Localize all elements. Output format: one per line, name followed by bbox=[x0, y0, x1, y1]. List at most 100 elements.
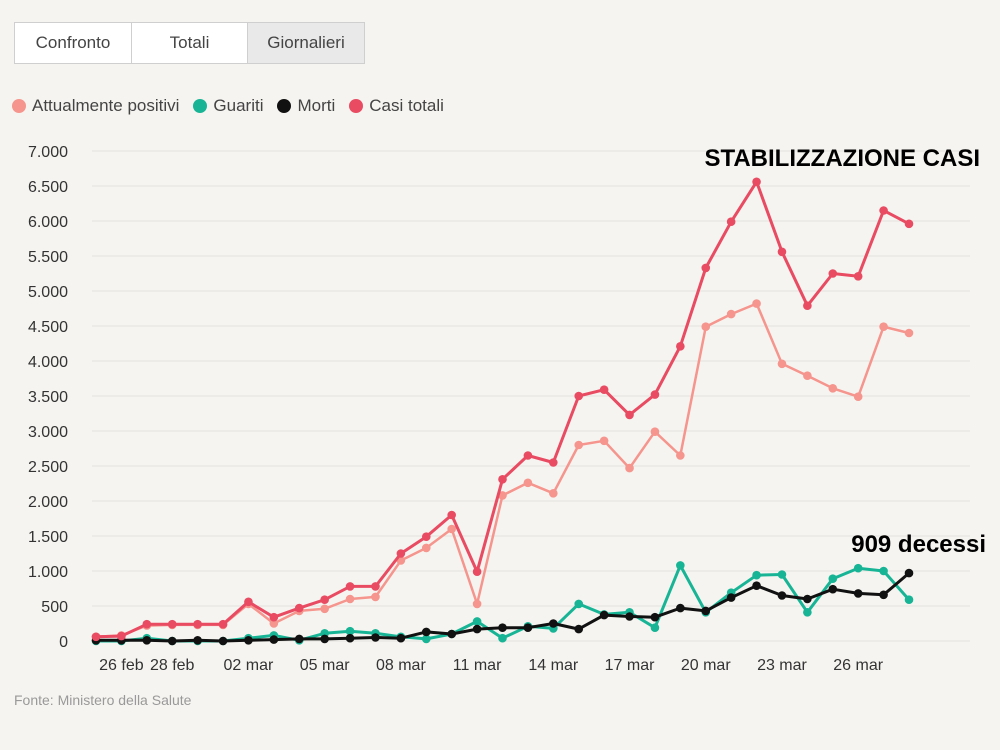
data-point-casi-totali bbox=[269, 612, 279, 622]
data-point-attualmente-positivi bbox=[701, 322, 711, 332]
data-point-morti bbox=[167, 636, 177, 646]
data-point-casi-totali bbox=[345, 582, 355, 591]
data-point-morti bbox=[549, 619, 558, 628]
data-point-casi-totali bbox=[167, 619, 177, 629]
x-tick-label: 11 mar bbox=[453, 657, 502, 674]
source-note: Fonte: Ministero della Salute bbox=[14, 692, 192, 708]
data-point-guariti bbox=[828, 574, 838, 583]
y-tick-label: 2.500 bbox=[28, 459, 68, 476]
y-tick-label: 3.500 bbox=[28, 389, 68, 406]
data-point-casi-totali bbox=[676, 342, 685, 351]
data-point-guariti bbox=[421, 634, 431, 644]
data-point-attualmente-positivi bbox=[345, 594, 355, 604]
data-point-attualmente-positivi bbox=[472, 599, 482, 609]
x-tick-label: 08 mar bbox=[376, 657, 426, 674]
x-tick-label: 26 mar bbox=[833, 657, 883, 674]
data-point-casi-totali bbox=[193, 619, 202, 629]
y-tick-label: 2.000 bbox=[28, 494, 68, 511]
data-point-morti bbox=[498, 623, 507, 632]
legend-swatch-casi-totali bbox=[349, 99, 364, 113]
data-point-casi-totali bbox=[853, 272, 863, 281]
data-point-casi-totali bbox=[904, 219, 914, 229]
data-point-attualmente-positivi bbox=[447, 524, 456, 534]
data-point-casi-totali bbox=[218, 619, 228, 629]
y-tick-label: 4.000 bbox=[28, 354, 68, 371]
x-tick-label: 05 mar bbox=[300, 657, 350, 674]
y-tick-label: 7.000 bbox=[28, 144, 68, 161]
y-tick-label: 1.500 bbox=[28, 529, 68, 546]
data-point-attualmente-positivi bbox=[421, 543, 431, 553]
data-point-morti bbox=[726, 593, 736, 602]
data-point-morti bbox=[650, 612, 660, 622]
data-point-casi-totali bbox=[574, 391, 584, 401]
y-tick-label: 1.000 bbox=[28, 564, 68, 581]
y-tick-label: 6.500 bbox=[28, 179, 68, 196]
series-line-attualmente-positivi bbox=[95, 302, 910, 639]
data-point-morti bbox=[244, 636, 253, 645]
y-tick-label: 500 bbox=[41, 599, 68, 616]
data-point-attualmente-positivi bbox=[853, 392, 863, 402]
data-point-guariti bbox=[879, 566, 888, 576]
data-point-guariti bbox=[498, 633, 507, 643]
data-point-morti bbox=[269, 635, 279, 644]
data-point-morti bbox=[904, 568, 914, 578]
legend-label-attualmente-positivi: Attualmente positivi bbox=[32, 96, 180, 115]
tab-giornalieri[interactable]: Giornalieri bbox=[248, 23, 364, 63]
legend-item-guariti[interactable]: Guariti bbox=[193, 96, 263, 116]
legend-swatch-guariti bbox=[193, 99, 208, 113]
x-tick-label: 14 mar bbox=[528, 657, 578, 674]
data-point-casi-totali bbox=[625, 410, 634, 420]
y-tick-label: 5.000 bbox=[28, 284, 68, 301]
data-point-casi-totali bbox=[421, 532, 431, 541]
data-point-morti bbox=[879, 590, 888, 600]
data-point-casi-totali bbox=[320, 595, 329, 604]
data-point-attualmente-positivi bbox=[676, 451, 685, 460]
data-point-morti bbox=[447, 629, 456, 639]
y-tick-label: 6.000 bbox=[28, 214, 68, 231]
data-point-attualmente-positivi bbox=[371, 592, 380, 602]
tab-confronto[interactable]: Confronto bbox=[15, 23, 132, 63]
data-point-attualmente-positivi bbox=[523, 478, 533, 488]
data-point-morti bbox=[345, 633, 355, 643]
legend-item-morti[interactable]: Morti bbox=[277, 96, 335, 116]
data-point-attualmente-positivi bbox=[625, 463, 634, 473]
data-point-morti bbox=[320, 634, 329, 644]
data-point-morti bbox=[777, 591, 787, 600]
legend-swatch-morti bbox=[277, 99, 292, 113]
data-point-casi-totali bbox=[244, 597, 253, 607]
data-point-casi-totali bbox=[447, 510, 456, 520]
data-point-casi-totali bbox=[117, 631, 126, 641]
data-point-morti bbox=[752, 581, 761, 590]
data-point-casi-totali bbox=[726, 217, 736, 226]
data-point-casi-totali bbox=[91, 632, 101, 642]
data-point-morti bbox=[523, 623, 533, 632]
data-point-casi-totali bbox=[523, 451, 533, 460]
y-tick-label: 0 bbox=[59, 634, 68, 651]
legend-label-morti: Morti bbox=[297, 96, 336, 115]
data-point-morti bbox=[625, 612, 634, 621]
legend-item-attualmente-positivi[interactable]: Attualmente positivi bbox=[12, 96, 179, 116]
y-tick-label: 5.500 bbox=[28, 249, 68, 266]
data-point-guariti bbox=[904, 595, 914, 604]
data-point-attualmente-positivi bbox=[726, 309, 736, 319]
x-tick-label: 26 feb bbox=[99, 657, 144, 674]
tab-totali[interactable]: Totali bbox=[132, 23, 248, 63]
data-point-attualmente-positivi bbox=[549, 489, 558, 498]
data-point-attualmente-positivi bbox=[320, 604, 329, 614]
data-point-casi-totali bbox=[828, 269, 838, 278]
data-point-morti bbox=[599, 610, 609, 620]
data-point-attualmente-positivi bbox=[879, 322, 888, 332]
data-point-morti bbox=[218, 636, 228, 646]
legend-item-casi-totali[interactable]: Casi totali bbox=[349, 96, 444, 116]
data-point-guariti bbox=[853, 563, 863, 573]
x-tick-label: 23 mar bbox=[757, 657, 807, 674]
data-point-guariti bbox=[472, 617, 482, 626]
data-point-casi-totali bbox=[294, 603, 304, 613]
data-point-casi-totali bbox=[701, 263, 711, 273]
data-point-casi-totali bbox=[777, 247, 787, 257]
y-tick-label: 3.000 bbox=[28, 424, 68, 441]
data-point-casi-totali bbox=[879, 206, 888, 215]
data-point-casi-totali bbox=[752, 177, 761, 187]
annotation-stabilizzazione-casi: STABILIZZAZIONE CASI bbox=[704, 145, 980, 172]
